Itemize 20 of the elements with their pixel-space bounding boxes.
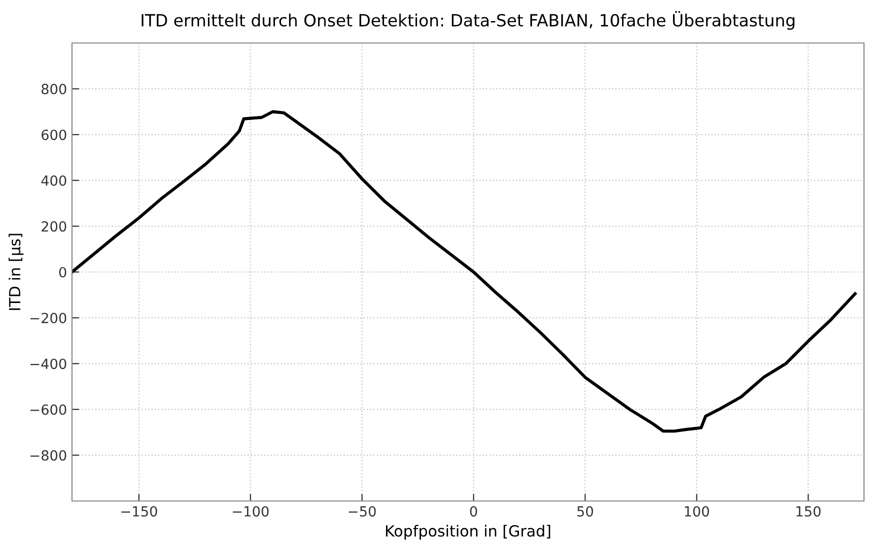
y-tick-label: −800 <box>30 450 66 461</box>
y-tick-label: 200 <box>42 221 66 232</box>
y-tick-label: −400 <box>30 358 66 370</box>
y-tick-label: 0 <box>59 266 66 278</box>
y-tick-label: 800 <box>42 84 66 94</box>
x-tick-label: 0 <box>470 506 478 517</box>
y-tick-label: 400 <box>41 175 66 186</box>
x-tick-label: −100 <box>232 506 269 517</box>
x-axis-title: Kopfposition in [Grad] <box>386 524 550 540</box>
x-tick-label: 100 <box>684 506 710 517</box>
line-series <box>72 110 857 433</box>
y-tick-label: −600 <box>30 404 66 415</box>
y-tick-label: 600 <box>42 130 66 140</box>
y-tick-label: −200 <box>30 312 66 324</box>
x-tick-label: −150 <box>121 506 158 517</box>
x-tick-label: 150 <box>796 506 821 517</box>
x-tick-label: 50 <box>577 506 594 517</box>
chart-title: ITD ermittelt durch Onset Detektion: Data-Set FABIAN, 10fache Überabtastung <box>142 11 794 30</box>
y-axis-title: ITD in [µs] <box>8 234 24 310</box>
x-tick-label: −50 <box>348 506 376 517</box>
